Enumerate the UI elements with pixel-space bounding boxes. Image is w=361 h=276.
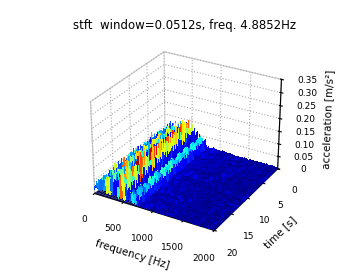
X-axis label: frequency [Hz]: frequency [Hz] — [94, 238, 171, 270]
Title: stft  window=0.0512s, freq. 4.8852Hz: stft window=0.0512s, freq. 4.8852Hz — [73, 19, 297, 32]
Y-axis label: time [s]: time [s] — [262, 215, 299, 250]
